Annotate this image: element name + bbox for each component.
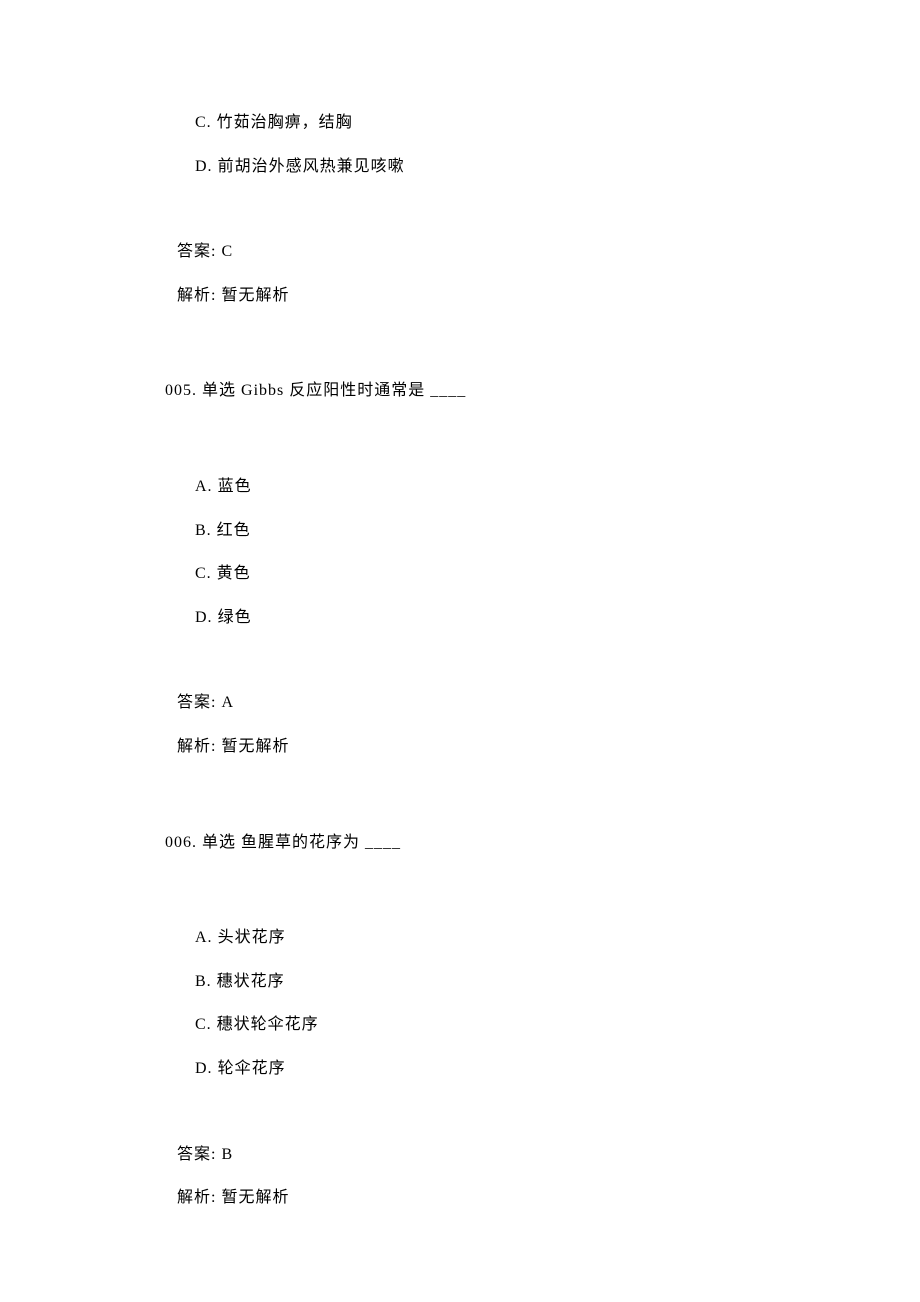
option-text: 前胡治外感风热兼见咳嗽 <box>218 158 405 175</box>
option-label: C. <box>195 565 212 582</box>
question-number: 005. <box>165 382 197 399</box>
option-c: C. 黄色 <box>195 561 800 587</box>
option-label: D. <box>195 1060 213 1077</box>
option-text: 黄色 <box>217 565 251 582</box>
analysis-line: 解析: 暂无解析 <box>177 734 800 760</box>
option-a: A. 头状花序 <box>195 925 800 951</box>
option-d: D. 前胡治外感风热兼见咳嗽 <box>195 154 800 180</box>
option-text: 头状花序 <box>218 929 286 946</box>
analysis-label: 解析: <box>177 287 216 304</box>
option-label: D. <box>195 158 213 175</box>
analysis-value: 暂无解析 <box>221 287 289 304</box>
option-text: 穗状花序 <box>217 973 285 990</box>
analysis-value: 暂无解析 <box>221 1189 289 1206</box>
option-a: A. 蓝色 <box>195 474 800 500</box>
blank-line: ____ <box>365 834 401 851</box>
option-text: 轮伞花序 <box>218 1060 286 1077</box>
option-text: 红色 <box>217 522 251 539</box>
question-type: 单选 <box>202 382 236 399</box>
option-d: D. 轮伞花序 <box>195 1056 800 1082</box>
option-label: A. <box>195 478 213 495</box>
analysis-label: 解析: <box>177 1189 216 1206</box>
answer-value: B <box>221 1146 233 1163</box>
option-text: 绿色 <box>218 609 252 626</box>
answer-label: 答案: <box>177 694 216 711</box>
option-text: 穗状轮伞花序 <box>217 1016 319 1033</box>
analysis-label: 解析: <box>177 738 216 755</box>
option-c: C. 穗状轮伞花序 <box>195 1012 800 1038</box>
option-text: 竹茹治胸痹，结胸 <box>217 114 353 131</box>
answer-line: 答案: A <box>177 690 800 716</box>
option-label: D. <box>195 609 213 626</box>
question-number: 006. <box>165 834 197 851</box>
option-c: C. 竹茹治胸痹，结胸 <box>195 110 800 136</box>
question-type: 单选 <box>202 834 236 851</box>
option-b: B. 红色 <box>195 518 800 544</box>
option-label: C. <box>195 1016 212 1033</box>
question-text: 鱼腥草的花序为 <box>241 834 360 851</box>
analysis-line: 解析: 暂无解析 <box>177 1185 800 1211</box>
answer-line: 答案: C <box>177 239 800 265</box>
option-label: C. <box>195 114 212 131</box>
question-stem: 006. 单选 鱼腥草的花序为 ____ <box>165 830 800 856</box>
blank-line: ____ <box>430 382 466 399</box>
option-d: D. 绿色 <box>195 605 800 631</box>
question-006: 006. 单选 鱼腥草的花序为 ____ A. 头状花序 B. 穗状花序 C. … <box>165 830 800 1211</box>
option-label: B. <box>195 973 212 990</box>
answer-line: 答案: B <box>177 1142 800 1168</box>
answer-label: 答案: <box>177 1146 216 1163</box>
question-stem: 005. 单选 Gibbs 反应阳性时通常是 ____ <box>165 378 800 404</box>
option-text: 蓝色 <box>218 478 252 495</box>
question-005: 005. 单选 Gibbs 反应阳性时通常是 ____ A. 蓝色 B. 红色 … <box>165 378 800 759</box>
option-b: B. 穗状花序 <box>195 969 800 995</box>
option-label: A. <box>195 929 213 946</box>
analysis-value: 暂无解析 <box>221 738 289 755</box>
question-004-partial: C. 竹茹治胸痹，结胸 D. 前胡治外感风热兼见咳嗽 答案: C 解析: 暂无解… <box>165 110 800 308</box>
question-text: Gibbs 反应阳性时通常是 <box>241 382 425 399</box>
answer-value: A <box>221 694 234 711</box>
option-label: B. <box>195 522 212 539</box>
answer-label: 答案: <box>177 243 216 260</box>
answer-value: C <box>221 243 233 260</box>
analysis-line: 解析: 暂无解析 <box>177 283 800 309</box>
